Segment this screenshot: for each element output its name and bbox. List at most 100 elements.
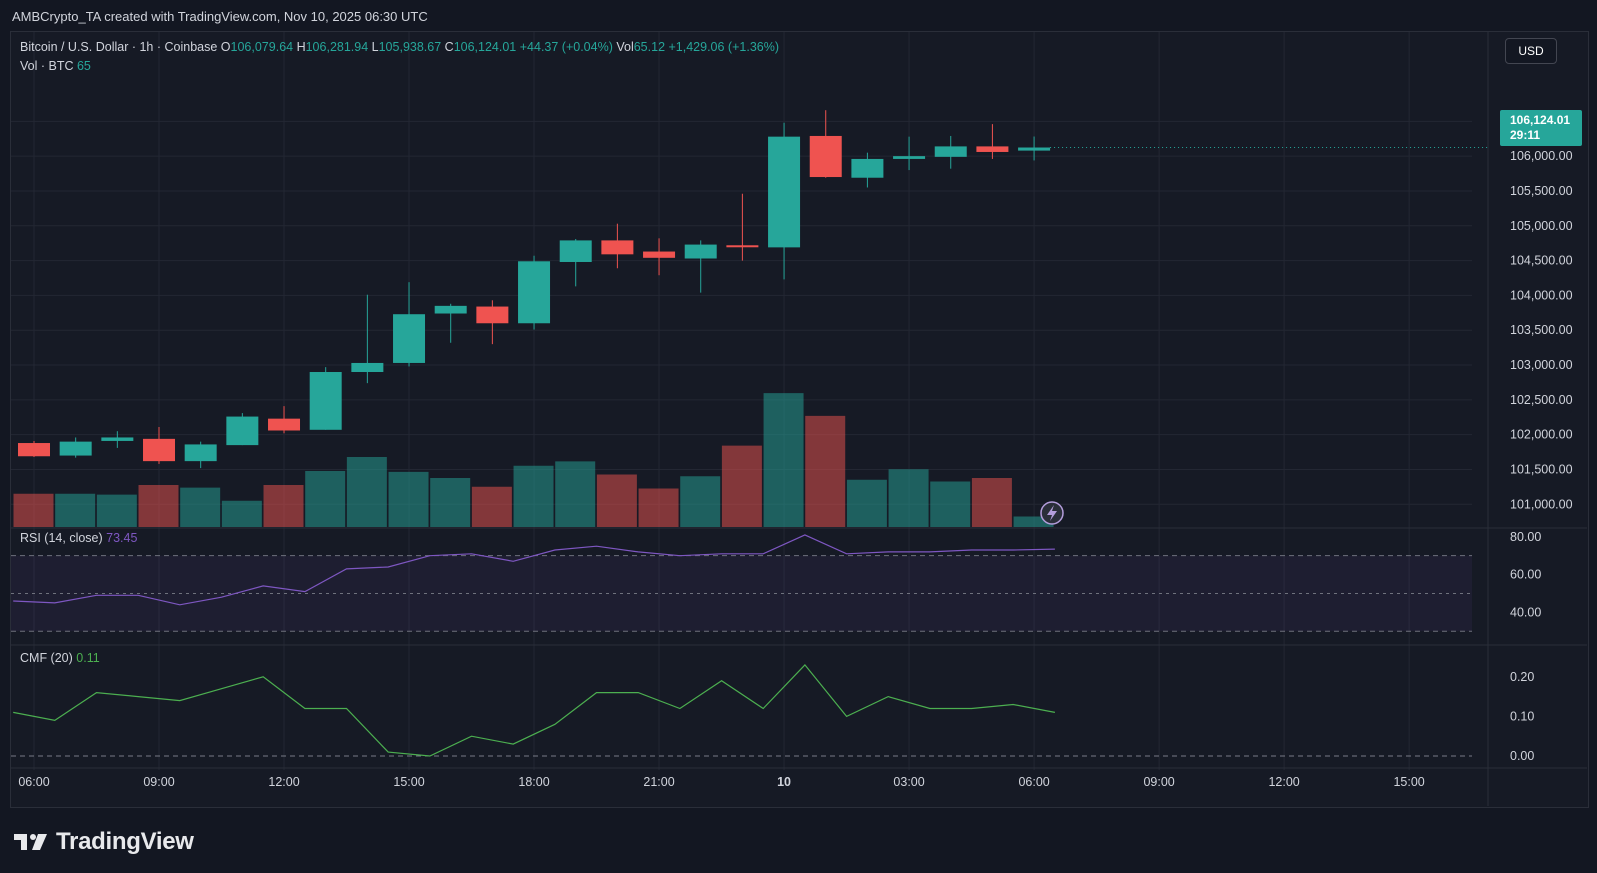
high-value: 106,281.94	[305, 40, 369, 54]
volume-bar	[888, 469, 929, 527]
price-axis-label: 101,000.00	[1510, 497, 1573, 511]
time-axis-label: 06:00	[18, 775, 49, 789]
volume-bar	[930, 481, 971, 527]
change-value: +44.37 (+0.04%)	[519, 40, 613, 54]
cmf-legend: CMF (20) 0.11	[20, 651, 100, 665]
rsi-axis-label: 60.00	[1510, 568, 1541, 582]
open-label: O	[220, 40, 231, 54]
close-value: 106,124.01	[453, 40, 517, 54]
candle-body	[684, 244, 717, 259]
candle-body	[643, 251, 676, 258]
volume-bar	[430, 478, 471, 527]
candle-body	[268, 418, 301, 431]
vol-change-value: +1,429.06 (+1.36%)	[668, 40, 780, 54]
candle-body	[393, 314, 426, 363]
vol-label: Vol	[616, 40, 634, 54]
volume-bar	[13, 493, 54, 527]
volume-bar	[555, 461, 596, 527]
time-axis-label: 03:00	[893, 775, 924, 789]
volume-bar	[305, 471, 346, 527]
candle-body	[851, 158, 884, 178]
rsi-legend: RSI (14, close) 73.45	[20, 531, 137, 545]
time-axis-label: 12:00	[1268, 775, 1299, 789]
candle-body	[934, 146, 967, 157]
time-axis-label: 18:00	[518, 775, 549, 789]
currency-button[interactable]: USD	[1505, 38, 1557, 64]
candle-body	[226, 416, 259, 446]
volume-bar	[55, 493, 96, 527]
cmf-axis-label: 0.00	[1510, 749, 1534, 763]
candle-body	[768, 136, 801, 248]
cmf-value: 0.11	[76, 651, 100, 665]
volume-bar	[805, 415, 846, 527]
price-axis-label: 102,500.00	[1510, 393, 1573, 407]
volume-bar	[846, 479, 887, 527]
volume-bar	[680, 476, 721, 527]
rsi-line	[13, 534, 1055, 606]
lightning-icon	[1040, 501, 1064, 525]
candle-body	[1018, 147, 1051, 151]
candle-body	[351, 362, 384, 373]
volume-bar	[638, 488, 679, 527]
candle-body	[976, 146, 1009, 152]
price-axis-label: 102,000.00	[1510, 428, 1573, 442]
time-axis-label: 06:00	[1018, 775, 1049, 789]
price-axis-label: 101,500.00	[1510, 462, 1573, 476]
volume-bar	[180, 487, 221, 527]
volume-legend: Vol · BTC 65	[20, 59, 91, 73]
volume-bar	[513, 465, 554, 527]
candle-body	[893, 156, 926, 159]
vol-series-value: 65	[76, 59, 91, 73]
time-axis-label: 10	[777, 775, 791, 789]
time-axis-label: 09:00	[143, 775, 174, 789]
brand-name: TradingView	[56, 828, 194, 855]
rsi-label[interactable]: RSI (14, close)	[20, 531, 103, 545]
vol-value: 65.12	[633, 40, 666, 54]
candle-body	[101, 437, 134, 441]
candle-countdown: 29:11	[1510, 128, 1541, 142]
time-axis-label: 12:00	[268, 775, 299, 789]
cmf-label[interactable]: CMF (20)	[20, 651, 73, 665]
price-axis-label: 103,000.00	[1510, 358, 1573, 372]
time-axis-label: 15:00	[393, 775, 424, 789]
volume-bar	[471, 486, 512, 527]
candle-body	[18, 443, 50, 457]
price-axis-label: 105,500.00	[1510, 184, 1573, 198]
volume-bar	[388, 471, 429, 527]
symbol-name[interactable]: Bitcoin / U.S. Dollar · 1h · Coinbase	[20, 40, 218, 54]
last-price-tag: 106,124.01 29:11	[1500, 110, 1582, 146]
candle-body	[59, 441, 92, 456]
volume-bar	[221, 500, 262, 527]
rsi-axis-label: 80.00	[1510, 530, 1541, 544]
price-axis-label: 104,000.00	[1510, 288, 1573, 302]
candle-body	[809, 135, 842, 178]
volume-bar	[138, 485, 179, 527]
rsi-value: 73.45	[106, 531, 138, 545]
candle-body	[476, 306, 509, 324]
low-label: L	[371, 40, 379, 54]
candle-body	[518, 261, 551, 324]
cmf-axis-label: 0.10	[1510, 709, 1534, 723]
volume-bar	[263, 485, 304, 527]
volume-bar	[971, 478, 1012, 527]
lightning-icon-bolt	[1047, 505, 1057, 521]
chart-credit: AMBCrypto_TA created with TradingView.co…	[12, 9, 428, 24]
candle-body	[726, 245, 759, 248]
candle-body	[184, 444, 217, 462]
time-axis-label: 21:00	[643, 775, 674, 789]
vol-series-label[interactable]: Vol · BTC	[20, 59, 74, 73]
candle-body	[309, 372, 342, 430]
candle-body	[143, 438, 176, 462]
candle-body	[601, 240, 634, 255]
volume-bar	[721, 445, 762, 527]
close-label: C	[444, 40, 454, 54]
candle-body	[559, 240, 592, 262]
time-axis-label: 15:00	[1393, 775, 1424, 789]
price-axis-label: 104,500.00	[1510, 254, 1573, 268]
open-value: 106,079.64	[230, 40, 294, 54]
price-axis-label: 106,000.00	[1510, 149, 1573, 163]
tradingview-brand[interactable]: TradingView	[14, 828, 194, 856]
candle-body	[434, 305, 467, 314]
volume-bar	[96, 494, 137, 527]
